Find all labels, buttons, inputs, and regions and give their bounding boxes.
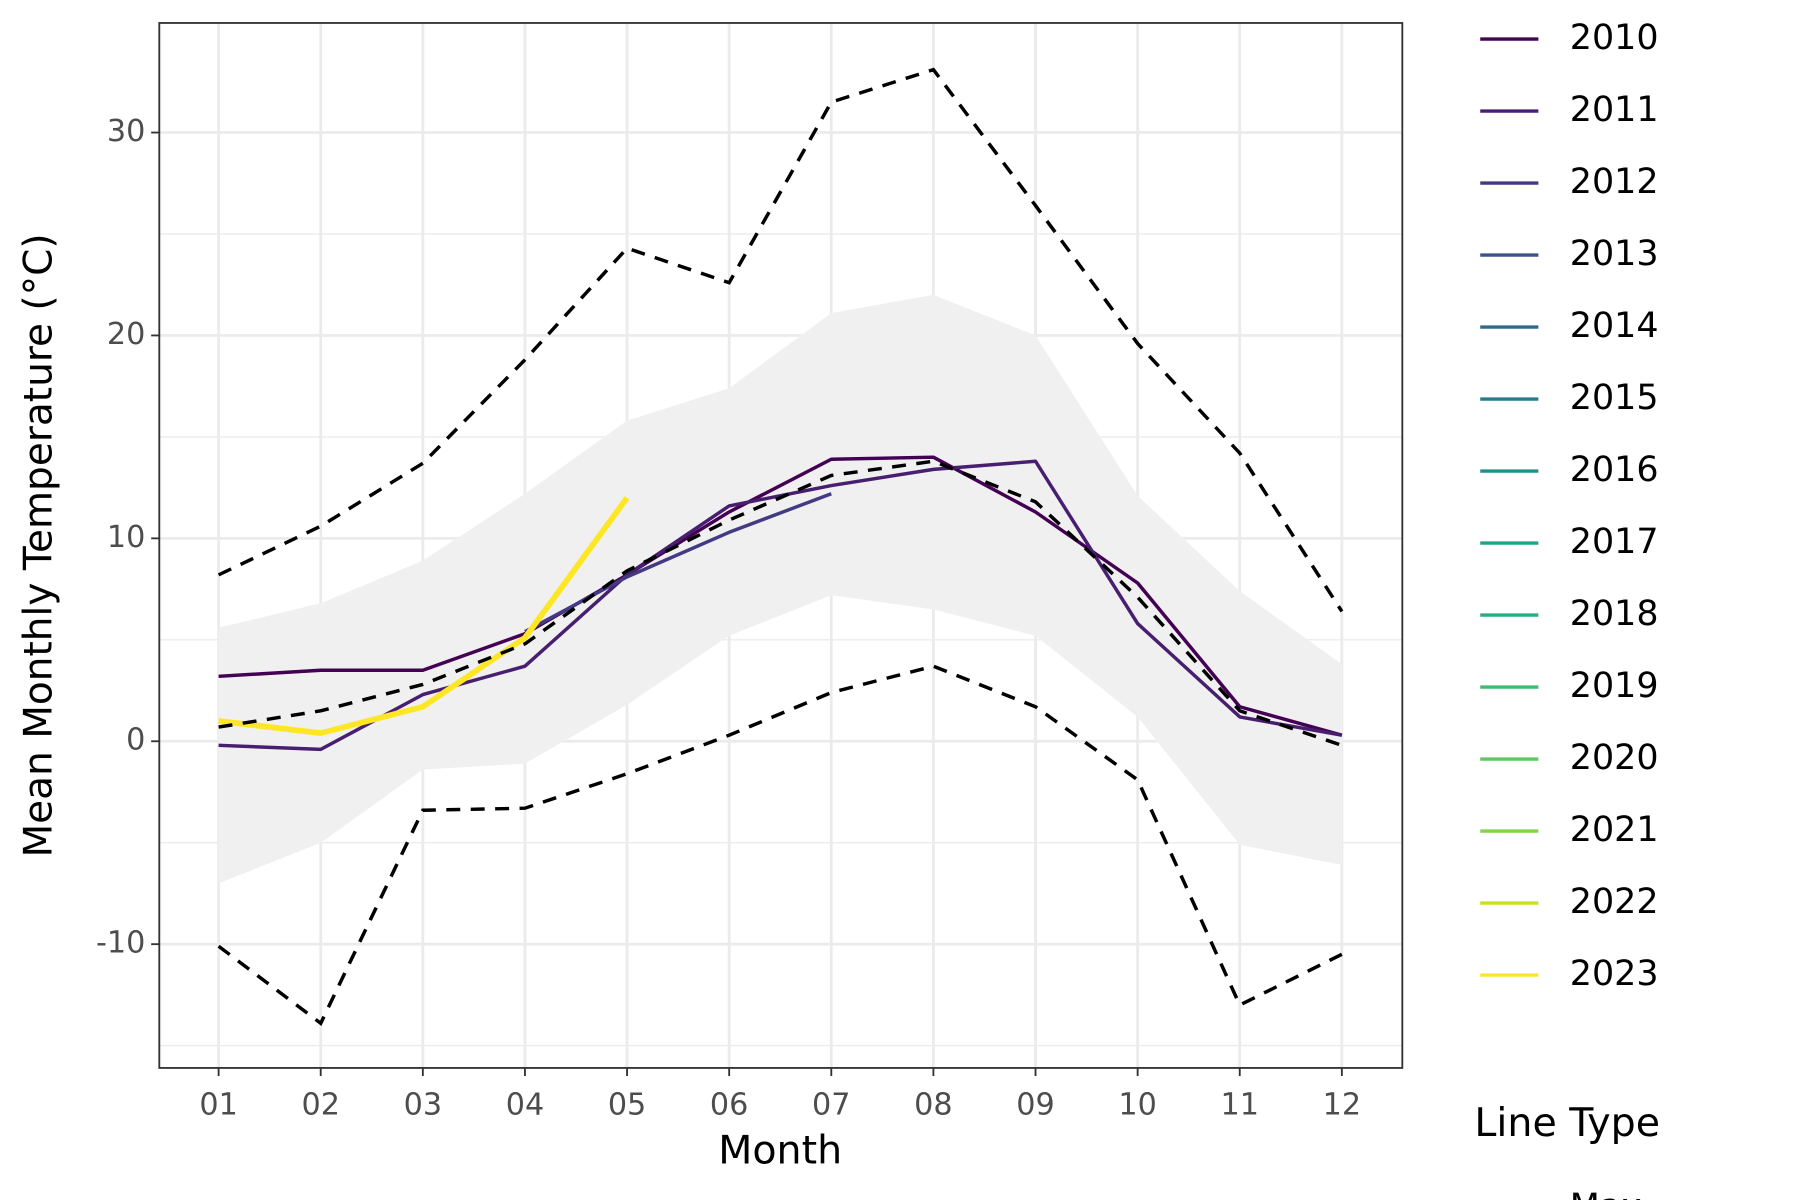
y-tick-label: 20	[107, 317, 145, 352]
y-axis-title: Mean Monthly Temperature (°C)	[16, 233, 61, 857]
reference-line	[217, 67, 1344, 613]
legend-label: 2018	[1570, 594, 1659, 634]
y-tick-label: 30	[107, 114, 145, 149]
y-tick-label: 0	[126, 723, 145, 758]
x-tick-label: 11	[1221, 1087, 1259, 1122]
legend-label: 2020	[1570, 738, 1659, 778]
line-type-legend-label: Max	[1570, 1187, 1642, 1200]
range-band	[218, 294, 1342, 884]
legend-label: 2021	[1570, 810, 1659, 850]
series-line	[218, 496, 630, 737]
series-line	[218, 459, 1343, 752]
line-type-legend-title: Line Type	[1474, 1101, 1660, 1146]
legend-label: 2013	[1570, 234, 1659, 274]
x-tick-label: 09	[1016, 1087, 1054, 1122]
x-axis-title: Month	[718, 1129, 842, 1174]
x-tick-label: 12	[1323, 1087, 1361, 1122]
panel-border	[158, 22, 1404, 1069]
reference-line	[218, 459, 1343, 747]
legend-label: 2022	[1570, 882, 1659, 922]
x-tick-label: 05	[608, 1087, 646, 1122]
legend-label: 2019	[1570, 666, 1659, 706]
legend-label: 2023	[1570, 954, 1659, 994]
legend-label: 2011	[1570, 90, 1659, 130]
x-tick-label: 02	[301, 1087, 339, 1122]
legend-label: 2012	[1570, 162, 1659, 202]
legend-label: 2016	[1570, 450, 1659, 490]
legend-label: 2015	[1570, 378, 1659, 418]
series-line	[218, 455, 1343, 737]
legend-label: 2017	[1570, 522, 1659, 562]
x-tick-label: 06	[710, 1087, 748, 1122]
legend-label: 2010	[1570, 18, 1659, 58]
x-tick-label: 08	[914, 1087, 952, 1122]
legend-label: 2014	[1570, 306, 1659, 346]
x-tick-label: 10	[1118, 1087, 1156, 1122]
y-tick-label: 10	[107, 520, 145, 555]
x-tick-label: 07	[812, 1087, 850, 1122]
x-tick-label: 04	[506, 1087, 544, 1122]
series-line	[524, 492, 832, 634]
x-tick-label: 03	[404, 1087, 442, 1122]
y-tick-label: -10	[96, 926, 145, 961]
reference-line	[217, 664, 1343, 1026]
x-tick-label: 01	[199, 1087, 237, 1122]
